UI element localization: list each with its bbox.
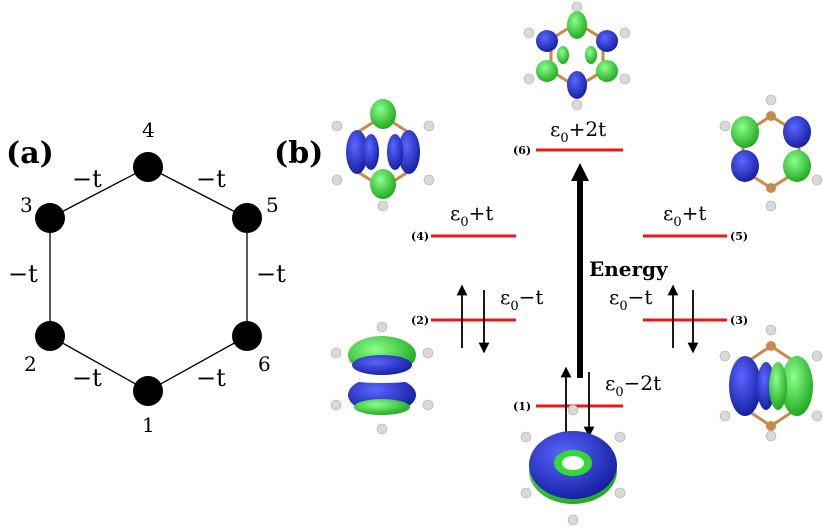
panel-b-label: (b) [274, 136, 323, 171]
hopping-5-6: −t [256, 260, 286, 288]
level-index-4: (4) [411, 230, 429, 243]
level-index-6: (6) [513, 144, 531, 157]
hopping-6-1: −t [196, 364, 226, 392]
site-number-6: 6 [258, 352, 271, 376]
orbital-4-image [331, 99, 435, 212]
level-indices: (1) (2) (3) (4) (5) (6) [411, 144, 748, 413]
electron-spins [456, 284, 699, 438]
energy-axis-label: Energy [589, 257, 669, 281]
hexagon-sites [35, 152, 262, 406]
site-number-4: 4 [142, 118, 155, 142]
orbital-2-image [330, 321, 434, 435]
bond-4-5 [147, 166, 248, 219]
level-index-5: (5) [730, 230, 748, 243]
site-1 [133, 376, 163, 406]
site-number-1: 1 [142, 413, 155, 437]
site-numbers: 1 2 3 4 5 6 [20, 118, 279, 437]
orbital-3-image [719, 324, 823, 442]
site-3 [35, 203, 65, 233]
orbital-1-image [520, 404, 626, 526]
panel-a-label: (a) [6, 136, 54, 171]
hopping-2-3: −t [8, 260, 38, 288]
site-number-5: 5 [266, 193, 279, 217]
level-index-3: (3) [730, 314, 748, 327]
orbital-6-image [523, 1, 631, 111]
site-4 [133, 152, 163, 182]
orbital-5-image [719, 94, 823, 212]
level-energy-1: ε0−2t [605, 371, 661, 400]
site-5 [232, 203, 262, 233]
hopping-1-2: −t [72, 364, 102, 392]
level-energy-5: ε0+t [663, 201, 706, 230]
hexagon-bonds [49, 166, 248, 392]
energy-levels [431, 148, 727, 408]
level-energy-3: ε0−t [609, 285, 652, 314]
level-energies: ε0−2t ε0−t ε0−t ε0+t ε0+t ε0+2t [450, 117, 706, 400]
level-energy-2: ε0−t [500, 285, 543, 314]
level-energy-4: ε0+t [450, 201, 493, 230]
bond-6-1 [147, 335, 248, 392]
site-number-3: 3 [20, 193, 33, 217]
site-2 [35, 321, 65, 351]
level-index-2: (2) [411, 314, 429, 327]
bond-1-2 [49, 335, 149, 392]
bond-3-4 [49, 166, 149, 219]
level-index-1: (1) [513, 400, 531, 413]
hopping-labels: −t −t −t −t −t −t [8, 165, 286, 392]
level-energy-6: ε0+2t [550, 117, 606, 146]
site-number-2: 2 [24, 352, 37, 376]
hopping-4-5: −t [196, 165, 226, 193]
hopping-3-4: −t [72, 165, 102, 193]
site-6 [232, 321, 262, 351]
